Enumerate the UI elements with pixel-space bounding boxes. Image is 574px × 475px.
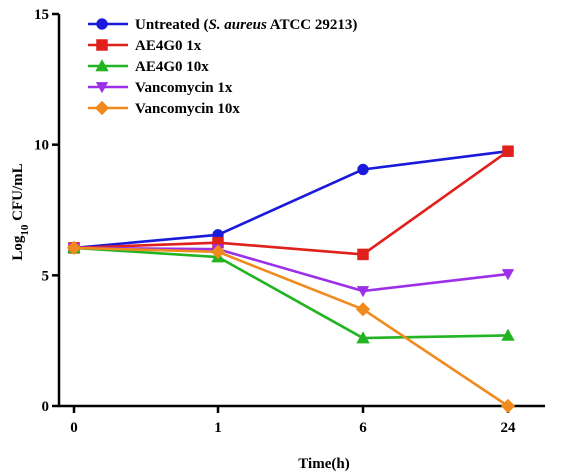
- series-line-0: [73, 149, 509, 250]
- y-tick-label: 5: [42, 268, 50, 284]
- series-markers: [66, 145, 516, 414]
- legend-label-2: AE4G0 10x: [135, 59, 209, 75]
- legend-label-4: Vancomycin 10x: [135, 101, 240, 117]
- data-point-series-2: [356, 331, 370, 344]
- y-tick-label: 15: [34, 7, 49, 23]
- axes: [57, 14, 545, 408]
- legend-label-part: Vancomycin 10x: [135, 101, 240, 117]
- legend-marker-1: [96, 39, 108, 51]
- legend-label-part: S. aureus: [208, 17, 267, 33]
- data-point-series-1: [357, 248, 369, 261]
- data-point-series-2: [501, 328, 515, 341]
- data-point-series-4: [500, 398, 516, 414]
- legend-marker-2: [95, 59, 109, 72]
- y-axis-label-subscript: 10: [19, 224, 31, 236]
- y-axis-label-base: Log: [10, 235, 26, 261]
- y-tick-label: 0: [42, 399, 50, 415]
- data-point-series-4: [66, 240, 82, 256]
- data-point-series-3: [356, 286, 370, 298]
- legend-label-part: ATCC 29213): [267, 17, 358, 33]
- y-axis-label-rest: CFU/mL: [10, 163, 26, 224]
- data-point-series-4: [355, 302, 371, 317]
- legend-label-part: AE4G0 1x: [135, 38, 202, 54]
- x-tick-label: 6: [359, 420, 367, 436]
- x-axis-label: Time(h): [298, 456, 349, 472]
- x-tick-label: 1: [214, 420, 222, 436]
- legend-marker-0: [96, 18, 108, 30]
- x-ticks: 0 1 6 24: [70, 406, 516, 436]
- y-tick-label: 10: [34, 138, 49, 154]
- series-line-3: [73, 246, 509, 293]
- data-point-series-1: [502, 145, 514, 157]
- legend: Untreated (S. aureus ATCC 29213) AE4G0 1x…: [88, 17, 357, 117]
- legend-marker-3: [95, 82, 109, 94]
- data-point-series-4: [210, 244, 226, 260]
- x-tick-label: 0: [70, 420, 78, 436]
- y-axis-label: Log10 CFU/mL: [10, 163, 31, 260]
- legend-label-part: Vancomycin 1x: [135, 80, 233, 96]
- data-point-series-0: [357, 163, 369, 176]
- x-tick-label: 24: [501, 420, 517, 436]
- legend-label-0: Untreated (S. aureus ATCC 29213): [135, 17, 357, 33]
- series-line-4: [73, 246, 509, 408]
- series-line-2: [73, 246, 509, 340]
- series-line-1: [73, 150, 509, 256]
- series-lines: [73, 149, 509, 408]
- legend-label-3: Vancomycin 1x: [135, 80, 233, 96]
- data-point-series-3: [501, 269, 515, 281]
- legend-label-1: AE4G0 1x: [135, 38, 202, 54]
- legend-label-part: Untreated (: [135, 17, 208, 33]
- legend-label-part: AE4G0 10x: [135, 59, 209, 75]
- y-ticks: 0 5 10 15: [34, 7, 59, 415]
- legend-marker-4: [94, 100, 110, 116]
